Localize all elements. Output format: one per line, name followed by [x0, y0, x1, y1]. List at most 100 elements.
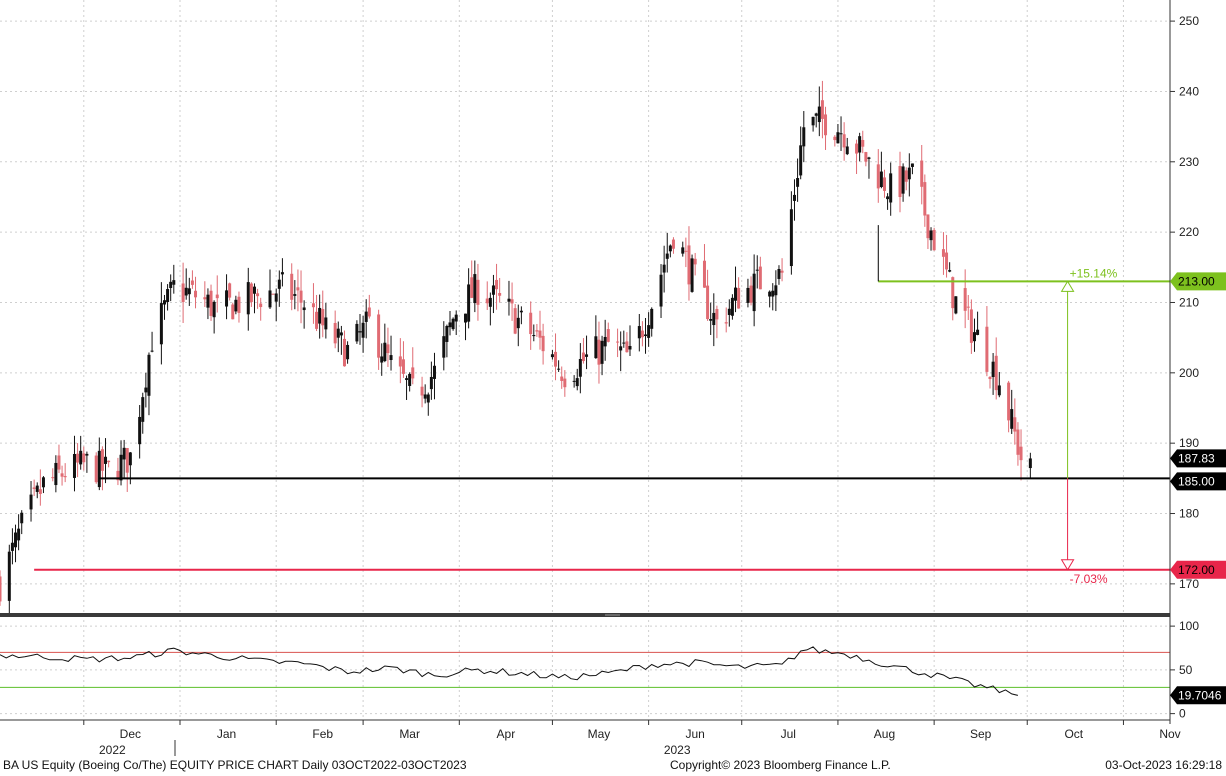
candle-body [867, 157, 871, 159]
candles [0, 80, 1032, 617]
candle-body [535, 330, 539, 332]
candle-body [858, 136, 862, 153]
candle-body [203, 297, 207, 300]
y-tick-label: 200 [1179, 366, 1199, 380]
candle-body [951, 277, 955, 309]
candle-body [271, 293, 275, 295]
candle-body [225, 290, 229, 307]
chart-caption: BA US Equity (Boeing Co/The) EQUITY PRIC… [3, 758, 467, 772]
candle-body [768, 291, 772, 297]
candle-body [734, 287, 738, 301]
candle-body [882, 177, 886, 191]
candle-body [128, 452, 132, 466]
candle-body [190, 280, 194, 285]
candle-body [1013, 417, 1017, 432]
candle-body [231, 304, 235, 320]
y-tick-label: 220 [1179, 225, 1199, 239]
candle-body [1019, 446, 1023, 461]
candle-body [647, 325, 651, 338]
candle-body [318, 307, 322, 324]
candle-body [994, 355, 998, 391]
candle-body [299, 290, 303, 303]
candle-body [839, 133, 843, 135]
candle-body [988, 376, 992, 380]
candle-body [355, 323, 359, 342]
candle-body [498, 292, 502, 296]
candle-body [277, 279, 281, 289]
candle-body [712, 312, 716, 326]
rsi-last-tag: 19.7046 [1178, 688, 1222, 702]
candle-body [495, 279, 499, 290]
candle-body [252, 286, 256, 294]
candle-body [85, 453, 89, 456]
copyright-text: Copyright© 2023 Bloomberg Finance L.P. [670, 758, 891, 772]
candle-body [724, 322, 728, 324]
y-tick-label: 240 [1179, 84, 1199, 98]
candle-body [429, 376, 433, 390]
candle-body [904, 170, 908, 182]
x-year-label: 2023 [664, 743, 691, 757]
candle-body [796, 178, 800, 187]
candle-body [519, 310, 523, 313]
candle-body [408, 373, 412, 386]
candle-body [181, 283, 185, 303]
candle-body [799, 145, 803, 176]
candle-body [606, 329, 610, 342]
rsi-tick-label: 50 [1179, 663, 1193, 677]
candle-body [684, 250, 688, 252]
axes: 250 240 230 220 210 200 190 180 170 100 50 0 Dec Jan F… [0, 0, 1226, 757]
grid [0, 0, 1170, 718]
candle-body [737, 287, 741, 309]
candle-body [749, 285, 753, 303]
candle-body [901, 166, 905, 194]
x-month-label: Jun [685, 727, 704, 741]
level-tag-213: 213.00 [1178, 274, 1215, 288]
candle-body [187, 288, 191, 295]
candle-body [861, 139, 865, 147]
candle-body [268, 290, 272, 308]
candle-body [777, 268, 781, 279]
x-month-label: Sep [970, 727, 992, 741]
y-tick-label: 170 [1179, 577, 1199, 591]
candle-body [879, 171, 883, 188]
candle-body [82, 453, 86, 463]
candle-body [864, 152, 868, 162]
candle-body [377, 314, 381, 358]
candle-body [758, 266, 762, 290]
candle-body [0, 576, 2, 602]
candle-body [600, 340, 604, 364]
candle-body [625, 341, 629, 353]
candle-body [941, 249, 945, 257]
candle-body [752, 273, 756, 312]
candle-body [315, 311, 319, 329]
candle-body [920, 160, 924, 187]
candle-body [706, 285, 710, 320]
candle-body [898, 166, 902, 198]
candle-body [339, 332, 343, 336]
candle-body [628, 345, 632, 350]
candle-body [637, 326, 641, 339]
candle-body [324, 317, 328, 330]
candle-body [311, 303, 315, 308]
measure-arrow-up [1060, 280, 1075, 292]
last-price-tag: 187.83 [1178, 451, 1215, 465]
candle-body [650, 308, 654, 329]
candle-body [470, 277, 474, 298]
candle-body [386, 344, 390, 354]
candle-body [702, 260, 706, 288]
candle-body [234, 299, 238, 312]
candle-body [972, 332, 976, 342]
candle-body [771, 290, 775, 297]
x-month-label: Apr [497, 727, 516, 741]
candle-body [488, 297, 492, 307]
candle-body [886, 196, 890, 200]
candle-body [246, 282, 250, 315]
candle-body [94, 455, 98, 483]
candle-body [789, 209, 793, 267]
candle-body [35, 485, 39, 492]
candle-body [296, 287, 300, 291]
candle-body [212, 301, 216, 318]
level-lines [34, 225, 1170, 571]
candle-body [991, 361, 995, 378]
